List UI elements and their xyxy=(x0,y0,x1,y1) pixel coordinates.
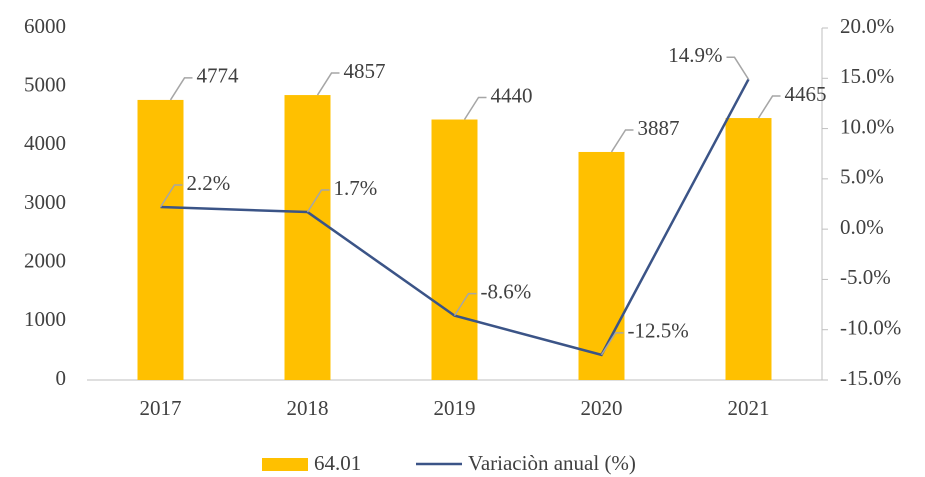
bar xyxy=(431,119,478,381)
x-tick-label: 2019 xyxy=(434,396,476,420)
y-tick-label: 3000 xyxy=(24,190,66,214)
legend-label: Variaciòn anual (%) xyxy=(468,451,636,475)
y2-tick-label: 5.0% xyxy=(840,165,884,189)
leader-line xyxy=(306,189,330,213)
data-label: 4857 xyxy=(344,59,386,83)
leader-line xyxy=(316,72,340,96)
data-label: 4465 xyxy=(785,82,827,106)
x-tick-label: 2020 xyxy=(581,396,623,420)
x-tick-label: 2018 xyxy=(287,396,329,420)
leader-line xyxy=(463,96,487,120)
leader-line xyxy=(169,77,193,101)
data-label: 4774 xyxy=(197,64,240,88)
leader-line xyxy=(600,332,624,356)
leader-line xyxy=(159,184,183,208)
data-label: 1.7% xyxy=(334,176,378,200)
leader-line xyxy=(610,129,634,153)
bar xyxy=(137,99,184,381)
bar xyxy=(725,118,772,380)
y-tick-label: 6000 xyxy=(24,14,66,38)
data-label: 4440 xyxy=(491,83,533,107)
leader-line xyxy=(453,292,477,317)
data-label: -12.5% xyxy=(628,319,689,343)
x-tick-label: 2021 xyxy=(728,396,770,420)
y2-tick-label: 10.0% xyxy=(840,114,894,138)
y2-tick-label: -5.0% xyxy=(840,265,891,289)
y2-tick-label: 0.0% xyxy=(840,215,884,239)
bar xyxy=(578,151,625,380)
leader-line xyxy=(726,56,750,80)
data-label: 14.9% xyxy=(668,43,722,67)
y-tick-label: 4000 xyxy=(24,131,66,155)
legend-swatch xyxy=(262,458,308,471)
legend-label: 64.01 xyxy=(314,451,361,475)
y2-tick-label: -15.0% xyxy=(840,366,901,390)
y-tick-label: 2000 xyxy=(24,248,66,272)
leader-line xyxy=(757,95,781,119)
bar xyxy=(284,95,331,380)
data-label: 2.2% xyxy=(187,171,231,195)
y2-tick-label: -10.0% xyxy=(840,316,901,340)
y-tick-label: 0 xyxy=(56,366,67,390)
y2-tick-label: 15.0% xyxy=(840,64,894,88)
x-tick-label: 2017 xyxy=(140,396,182,420)
y2-tick-label: 20.0% xyxy=(840,14,894,38)
y-tick-label: 1000 xyxy=(24,307,66,331)
data-label: -8.6% xyxy=(481,279,532,303)
y-tick-label: 5000 xyxy=(24,72,66,96)
data-label: 3887 xyxy=(638,116,680,140)
